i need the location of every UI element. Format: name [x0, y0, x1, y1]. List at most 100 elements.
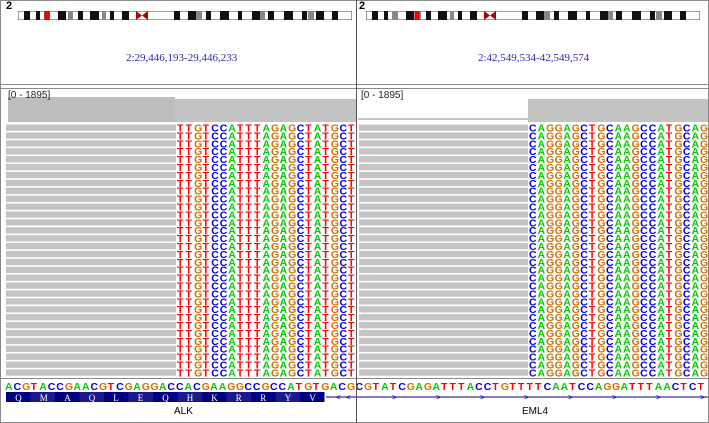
read-base: T	[305, 265, 312, 277]
read-bar	[6, 282, 176, 289]
read-base: T	[203, 241, 210, 253]
read-base: G	[288, 138, 296, 150]
read-base: A	[538, 233, 546, 245]
read-base: T	[203, 257, 210, 269]
read-base: A	[615, 162, 623, 174]
panel-divider[interactable]	[356, 0, 357, 423]
read-base: C	[606, 328, 614, 340]
read-base: A	[263, 304, 271, 316]
read-base: G	[331, 138, 339, 150]
read-base: T	[589, 344, 596, 356]
read-base: A	[314, 265, 322, 277]
read-base: G	[288, 209, 296, 221]
read-base: T	[305, 178, 312, 190]
read-base: C	[529, 241, 537, 253]
read-base: T	[186, 170, 193, 182]
read-base: C	[580, 312, 588, 324]
read-base: T	[186, 296, 193, 308]
read-base: C	[339, 344, 347, 356]
read-base: A	[623, 202, 631, 214]
read-base: T	[254, 170, 261, 182]
reference-base: C	[244, 381, 252, 393]
read-base: A	[538, 162, 546, 174]
read-base: C	[211, 296, 219, 308]
read-base: C	[606, 178, 614, 190]
read-base: A	[563, 344, 571, 356]
read-base: T	[203, 178, 210, 190]
read-base: G	[555, 296, 563, 308]
read-base: C	[649, 296, 657, 308]
read-base: G	[546, 352, 554, 364]
read-base: A	[538, 360, 546, 372]
read-base: C	[649, 138, 657, 150]
read-base: T	[177, 170, 184, 182]
read-base: A	[615, 249, 623, 261]
read-base: C	[339, 217, 347, 229]
read-base: G	[331, 154, 339, 166]
read-base: T	[305, 312, 312, 324]
read-base: G	[546, 170, 554, 182]
chromosome-ideogram-right[interactable]	[366, 11, 700, 20]
read-base: T	[666, 233, 673, 245]
gene-label-left[interactable]: ALK	[174, 406, 193, 417]
read-base: G	[546, 304, 554, 316]
read-base: A	[538, 186, 546, 198]
read-base: A	[228, 304, 236, 316]
read-base: A	[280, 367, 288, 379]
read-base: A	[623, 288, 631, 300]
read-bar	[6, 353, 176, 360]
read-bar	[359, 187, 528, 194]
read-base: G	[555, 194, 563, 206]
read-base: C	[649, 202, 657, 214]
read-base: G	[674, 146, 682, 158]
read-base: A	[538, 202, 546, 214]
chromosome-ideogram-left[interactable]	[18, 11, 352, 20]
reference-base: A	[432, 381, 440, 393]
read-base: G	[597, 304, 605, 316]
read-base: G	[288, 367, 296, 379]
read-base: A	[280, 360, 288, 372]
read-base: T	[186, 257, 193, 269]
read-base: G	[597, 186, 605, 198]
read-base: A	[228, 257, 236, 269]
read-base: T	[305, 233, 312, 245]
read-base: A	[657, 360, 665, 372]
gene-label-right[interactable]: EML4	[522, 406, 549, 417]
read-base: A	[538, 154, 546, 166]
read-base: C	[211, 146, 219, 158]
read-base: G	[271, 241, 279, 253]
read-base: G	[546, 344, 554, 356]
read-base: A	[263, 273, 271, 285]
read-base: C	[529, 162, 537, 174]
locus-text-left[interactable]: 2:29,446,193-29,446,233	[126, 52, 238, 64]
read-base: A	[314, 328, 322, 340]
read-base: T	[666, 178, 673, 190]
read-base: C	[339, 225, 347, 237]
read-base: A	[623, 352, 631, 364]
locus-text-right[interactable]: 2:42,549,534-42,549,574	[478, 52, 590, 64]
read-base: T	[186, 312, 193, 324]
reference-base: A	[219, 381, 227, 393]
read-base: G	[597, 336, 605, 348]
read-base: G	[271, 249, 279, 261]
read-base: C	[606, 154, 614, 166]
read-base: G	[597, 123, 605, 135]
read-base: C	[297, 320, 305, 332]
read-base: T	[348, 170, 355, 182]
read-base: C	[649, 233, 657, 245]
read-base: A	[538, 296, 546, 308]
read-base: C	[211, 194, 219, 206]
read-base: G	[555, 209, 563, 221]
read-base: T	[589, 233, 596, 245]
reference-base: C	[484, 381, 492, 393]
read-base: C	[580, 328, 588, 340]
read-base: T	[237, 202, 244, 214]
read-base: C	[640, 265, 648, 277]
read-base: G	[700, 138, 708, 150]
reference-base: T	[638, 381, 645, 393]
read-base: G	[546, 312, 554, 324]
reference-base: T	[526, 381, 533, 393]
read-base: G	[700, 123, 708, 135]
read-base: T	[589, 178, 596, 190]
reference-base: A	[159, 381, 167, 393]
